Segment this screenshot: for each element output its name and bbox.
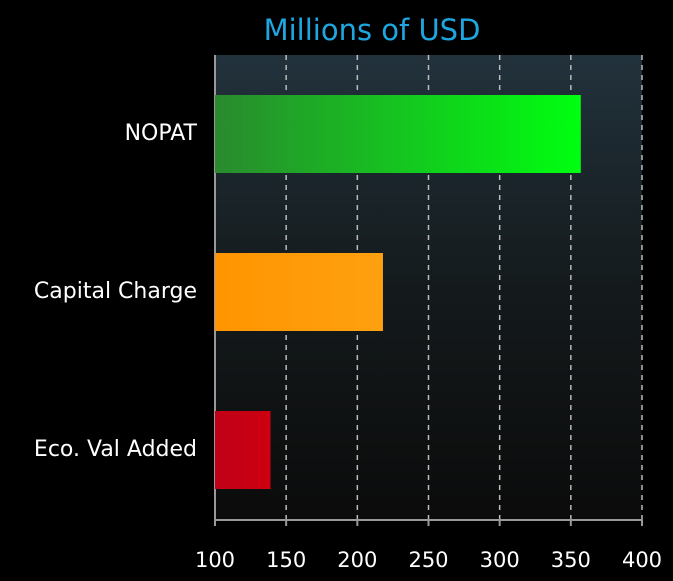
chart-title: Millions of USD [264, 13, 481, 47]
bar [215, 253, 383, 331]
x-tick-label: 300 [480, 548, 520, 572]
x-tick-label: 350 [551, 548, 591, 572]
x-tick-label: 150 [266, 548, 306, 572]
bar [215, 411, 271, 489]
x-tick-label: 200 [337, 548, 377, 572]
y-tick-label: Eco. Val Added [34, 437, 197, 462]
y-tick-label: NOPAT [125, 121, 198, 146]
x-tick-label: 100 [195, 548, 235, 572]
x-tick-label: 400 [622, 548, 662, 572]
bar [215, 95, 581, 173]
y-tick-label: Capital Charge [34, 279, 197, 304]
x-tick-label: 250 [408, 548, 448, 572]
